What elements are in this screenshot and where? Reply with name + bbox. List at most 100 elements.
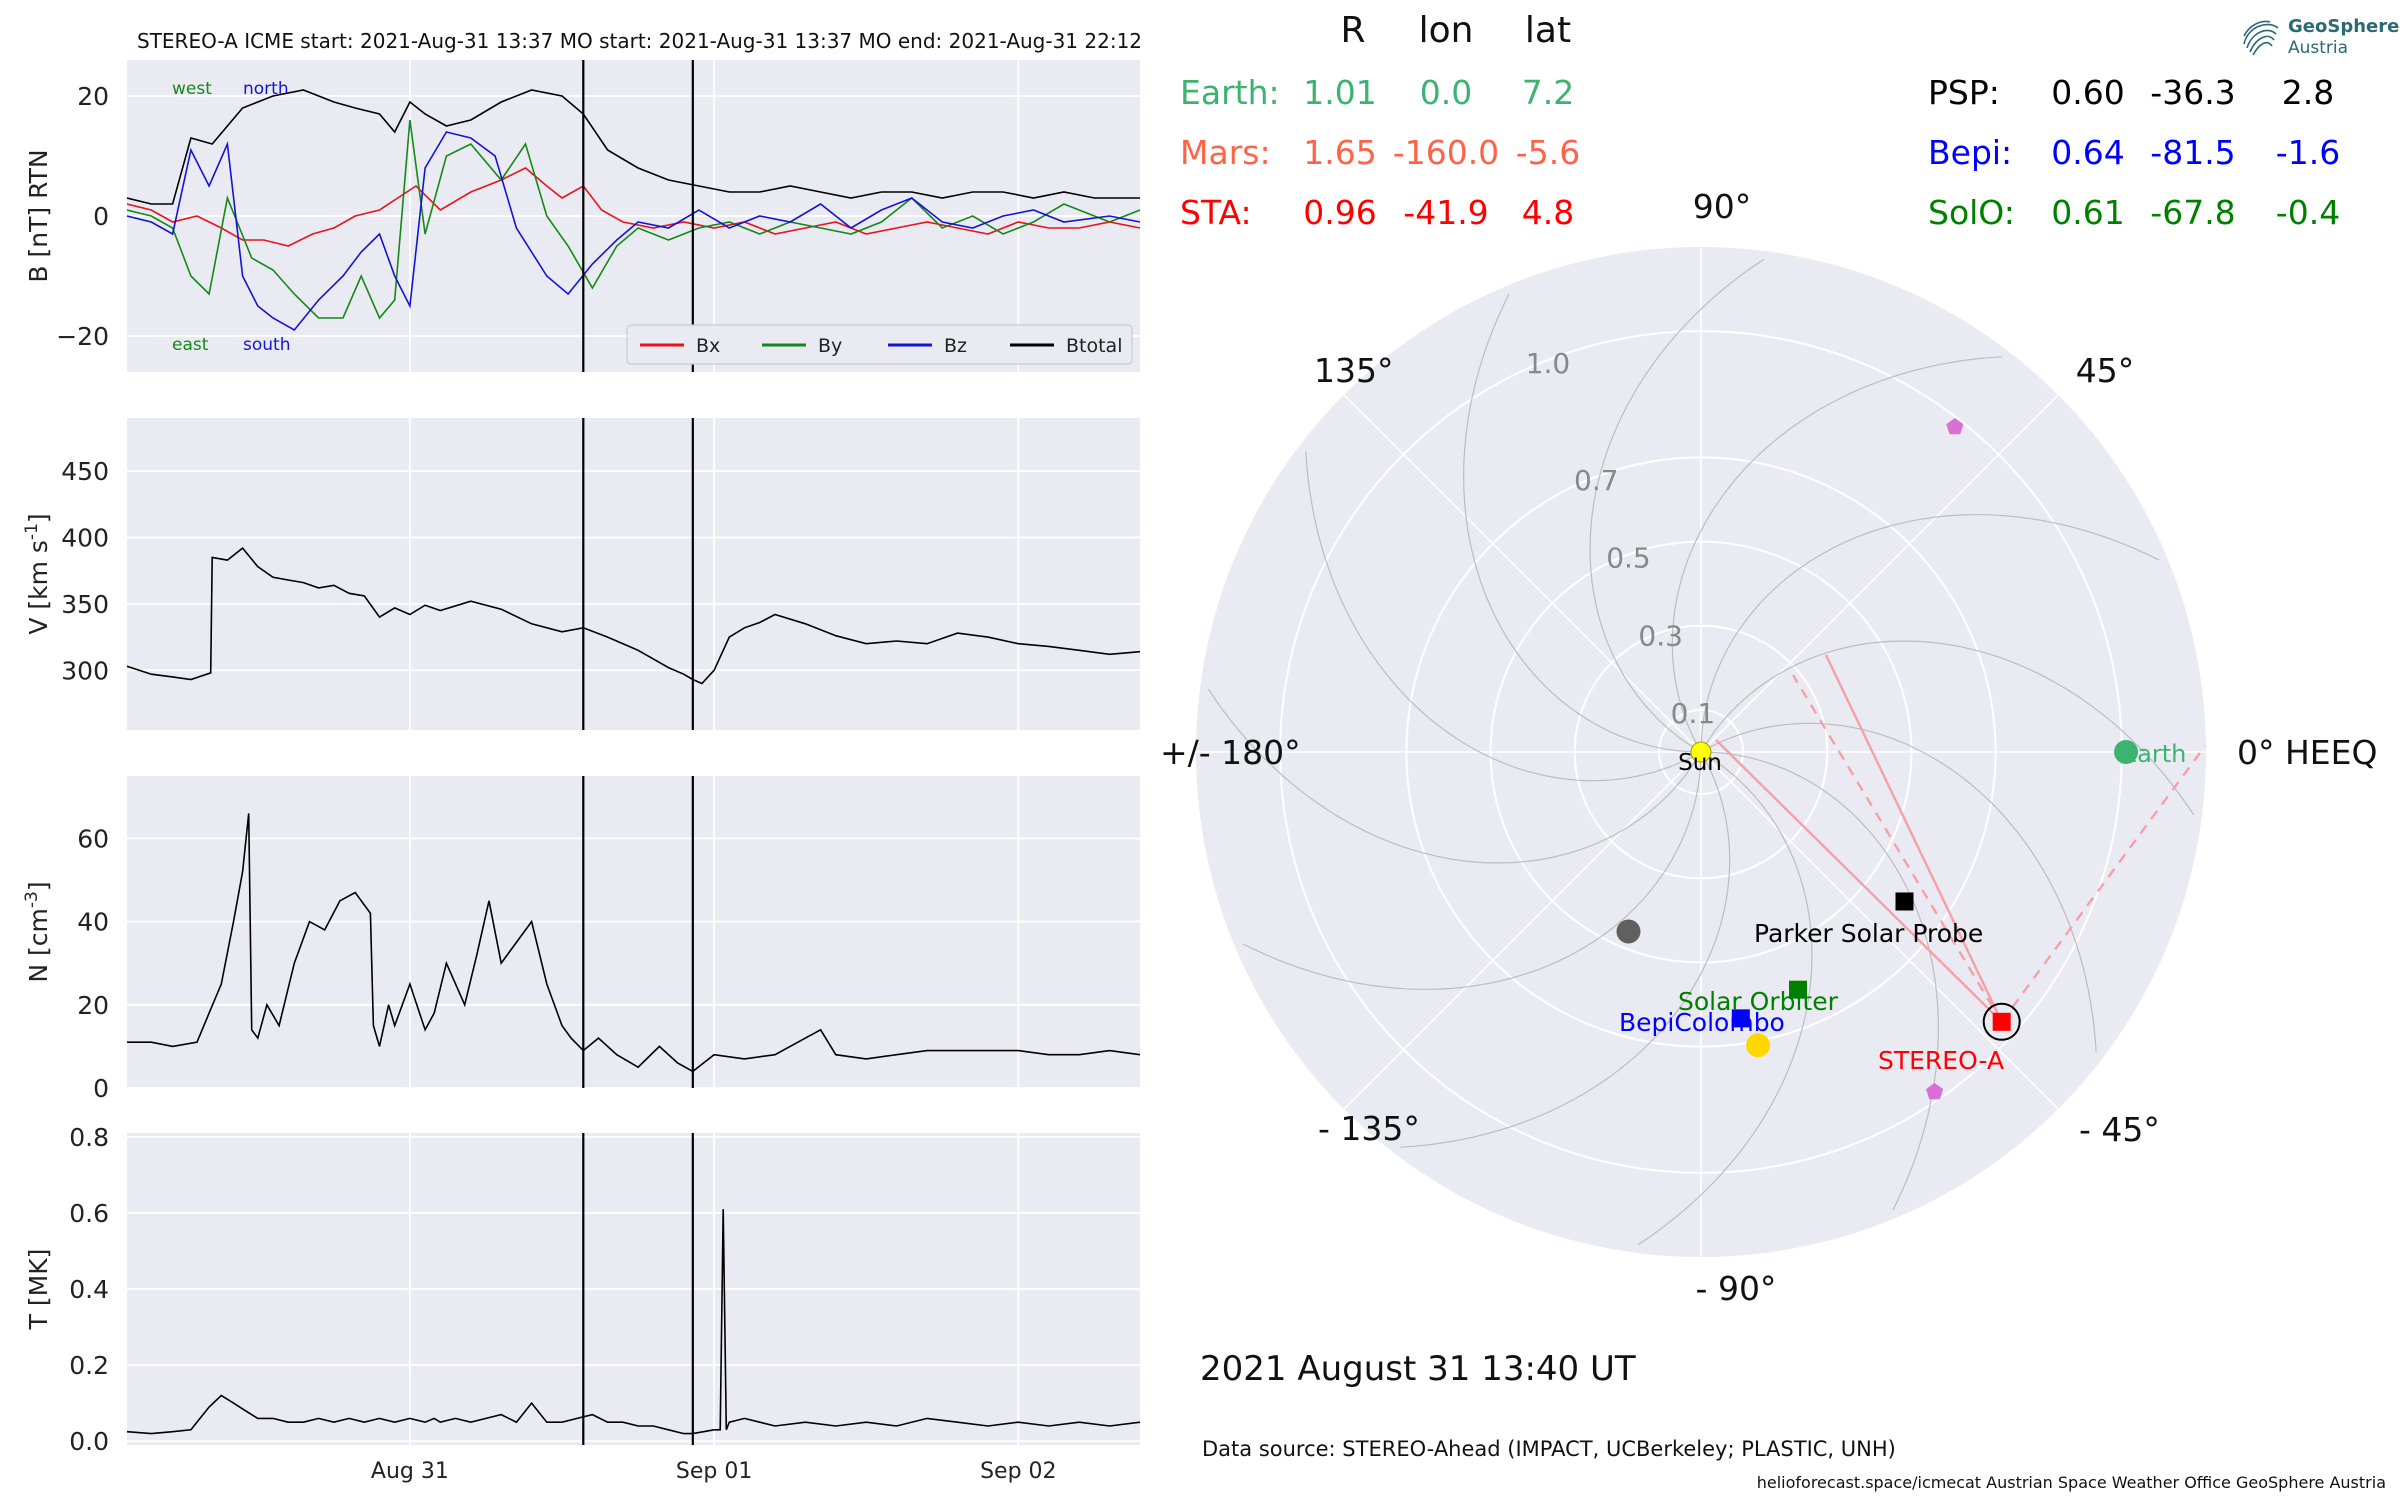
row-lat: -5.6 [1516,133,1580,172]
body-marker-sun [1690,741,1712,763]
stereo-a-ray [1791,674,2003,1023]
panel-background [127,418,1140,730]
pentagon-marker [1926,1082,1944,1100]
panel-density: 0 20 40 60 N [cm-3] [22,776,1141,1103]
stereo-a-ray [2000,745,2206,1023]
stereo-a-ray [1824,654,2003,1023]
spacecraft-marker-solar-orbiter [1788,980,1807,999]
grid-lines [127,1133,1140,1445]
y-axis-label: B [nT] RTN [24,149,53,282]
series-line-t [126,1209,1141,1435]
body-label-earth: Earth [2122,740,2186,768]
panel-title: STEREO-A ICME start: 2021-Aug-31 13:37 M… [137,29,1142,53]
panel-speed: 300 350 400 450 V [km s-1] [22,418,1141,730]
legend-label-bz: Bz [944,335,967,357]
body-label-sun: Sun [1678,750,1722,776]
y-tick-label: 450 [61,457,109,486]
parker-spiral-line [1700,640,2195,816]
row-name: Mars: [1180,133,1271,172]
y-tick-label: 0.4 [69,1275,109,1304]
polar-r-label: 0.5 [1606,542,1651,575]
panel-magnetic-field: −20 0 20 B [nT] RTN [24,60,1141,372]
pentagon-marker [1946,418,1964,435]
y-tick-label: 0.2 [69,1351,109,1380]
logo-line-1: GeoSphere [2288,16,2400,37]
polar-plot: 0.1 0.3 0.5 0.7 1.0 0° HEEQ 45° 90° 135° +/- 180°… [1160,187,2377,1308]
logo-line-2: Austria [2288,38,2349,58]
y-tick-label: 0.6 [69,1199,109,1228]
parker-spiral-line [1400,751,1731,1148]
spacecraft-marker-stereo-a [1992,1012,2011,1031]
panel-temperature: 0.0 0.2 0.4 0.6 0.8 T [MK] [24,1123,1141,1456]
polar-angle-label: - 90° [1696,1269,1777,1308]
row-lat: 4.8 [1522,193,1574,232]
table-row: STA: 0.96 -41.9 4.8 [1180,193,1574,232]
parker-spiral-line [1463,293,1702,753]
y-tick-label: 0 [93,1074,109,1103]
table-row: Earth: 1.01 0.0 7.2 [1180,73,1574,112]
panel-background [127,776,1140,1088]
y-axis-label: N [cm-3] [22,881,53,982]
data-source-label: Data source: STEREO-Ahead (IMPACT, UCBer… [1202,1437,1896,1461]
x-tick-label: Sep 01 [676,1459,752,1484]
x-tick-label: Sep 02 [980,1459,1056,1484]
polar-angle-label: 135° [1314,351,1394,390]
parker-spiral-line [1207,688,1702,864]
corner-label-west: west [172,79,212,99]
y-tick-label: 0.8 [69,1123,109,1152]
body-marker-planet [1746,1033,1771,1058]
y-tick-label: 0 [93,202,109,231]
series-line-v [126,546,1141,685]
parker-spiral-line [1242,751,1702,990]
grid-lines [127,418,1140,730]
stereo-a-ring [1982,1002,2021,1041]
row-r: 0.64 [2051,133,2124,172]
parker-spiral-line [1637,751,1813,1246]
spacecraft-marker-parker-solar-probe [1895,892,1914,911]
row-lon: -36.3 [2150,73,2235,112]
polar-ring [1657,708,1745,796]
parker-spiral-line [1700,514,2160,753]
series-line-by [126,119,1141,320]
table-header-r: R [1340,10,1365,51]
row-lat: 7.2 [1522,73,1574,112]
y-tick-label: 300 [61,656,109,685]
row-name: Earth: [1180,73,1280,112]
spacecraft-marker-bepicolombo [1731,1009,1750,1028]
y-tick-label: 20 [77,82,109,111]
series-line-bz [126,131,1141,332]
geosphere-logo-mark-icon [2243,20,2279,56]
parker-spiral-line [1671,356,2002,753]
row-lon: -81.5 [2150,133,2235,172]
row-name: PSP: [1928,73,2000,112]
body-marker-earth [2114,740,2139,764]
parker-spiral-line [1589,258,1765,753]
y-tick-label: 40 [77,908,109,937]
row-lon: -67.8 [2150,193,2235,232]
y-axis-label: V [km s-1] [22,513,53,634]
polar-ring [1573,624,1829,880]
legend-box [626,324,1133,365]
polar-angle-label: - 135° [1318,1109,1420,1148]
parker-spiral-line [1700,722,2097,1053]
row-lon: 0.0 [1420,73,1472,112]
table-header-lat: lat [1525,10,1571,51]
parker-spiral-line [1305,451,1702,782]
y-tick-label: 0.0 [69,1427,109,1456]
row-name: Bepi: [1928,133,2012,172]
row-r: 0.61 [2051,193,2124,232]
polar-r-label: 0.7 [1574,464,1619,497]
timestamp-label: 2021 August 31 13:40 UT [1200,1349,1636,1389]
polar-ring [1405,456,1997,1048]
series-line-n [127,813,1141,1073]
corner-label-south: south [243,335,290,355]
row-lat: -0.4 [2276,193,2340,232]
legend: Bx By Bz Btotal [626,324,1133,365]
table-row: Mars: 1.65 -160.0 -5.6 [1180,133,1580,172]
table-row: Bepi: 0.64 -81.5 -1.6 [1928,133,2340,172]
table-row: SolO: 0.61 -67.8 -0.4 [1928,193,2340,232]
polar-angle-label: 90° [1693,187,1752,226]
legend-label-by: By [818,335,842,357]
row-name: STA: [1180,193,1252,232]
y-tick-label: −20 [56,322,109,351]
